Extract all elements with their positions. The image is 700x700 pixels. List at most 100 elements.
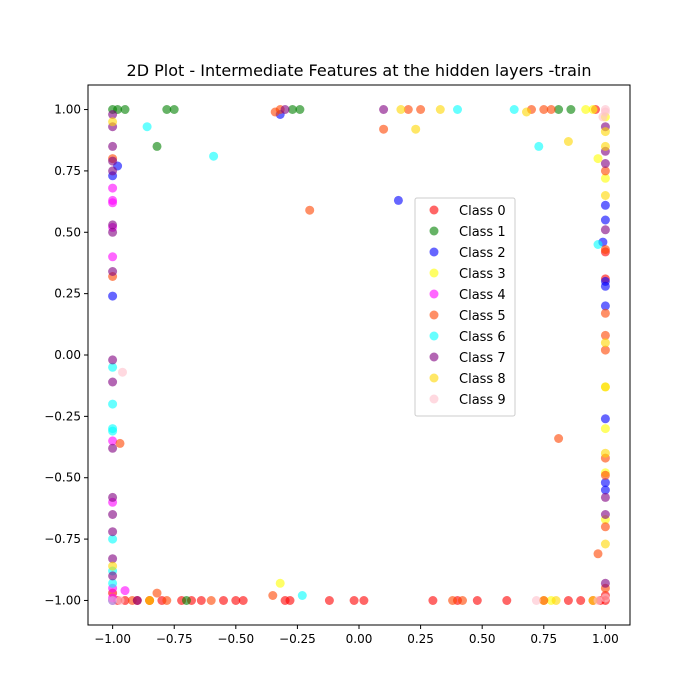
data-point-class-6 — [108, 426, 118, 436]
x-tick-label: 0.75 — [530, 632, 557, 646]
data-point-class-2 — [600, 215, 610, 225]
legend-label: Class 3 — [459, 267, 506, 282]
legend-label: Class 6 — [459, 330, 506, 345]
data-point-class-8 — [411, 124, 421, 134]
data-point-class-3 — [588, 105, 598, 114]
data-point-class-9 — [600, 593, 610, 603]
data-point-class-7 — [108, 267, 118, 276]
legend-marker — [429, 352, 439, 362]
legend-marker — [429, 310, 439, 320]
data-point-class-7 — [108, 377, 118, 387]
legend-label: Class 0 — [459, 204, 506, 219]
data-point-class-5 — [539, 596, 549, 605]
data-point-class-0 — [324, 596, 334, 605]
data-point-class-0 — [219, 596, 228, 605]
data-point-class-1 — [554, 105, 564, 114]
data-point-class-7 — [108, 141, 118, 151]
data-point-class-7 — [600, 578, 610, 588]
y-axis: −1.00 −0.75 −0.50 −0.25 0.00 0.25 0.50 0.75 1.00 — [44, 103, 88, 607]
data-point-class-7 — [108, 166, 118, 176]
data-point-class-0 — [502, 596, 512, 605]
data-point-class-2 — [600, 414, 610, 424]
legend-label: Class 7 — [459, 351, 506, 366]
data-point-class-8 — [145, 596, 155, 605]
data-point-class-5 — [600, 345, 610, 355]
data-point-class-5 — [539, 105, 549, 114]
data-point-class-6 — [108, 399, 118, 409]
y-tick-label: −0.75 — [44, 532, 81, 546]
y-tick-label: −0.50 — [44, 471, 81, 485]
y-tick-label: −0.25 — [44, 409, 81, 423]
data-point-class-5 — [206, 596, 216, 605]
data-point-class-2 — [600, 200, 610, 210]
legend-marker — [429, 226, 439, 236]
data-point-class-7 — [108, 554, 118, 564]
data-point-class-6 — [509, 105, 519, 114]
x-tick-label: 0.50 — [469, 632, 496, 646]
data-point-class-8 — [108, 561, 118, 571]
legend: Class 0 Class 1 Class 2 Class 3 Class 4 Class… — [414, 197, 516, 417]
data-point-class-0 — [563, 596, 573, 605]
legend-label: Class 2 — [459, 246, 506, 261]
legend-marker — [429, 205, 439, 215]
data-point-class-8 — [600, 141, 610, 151]
legend-marker — [429, 247, 439, 257]
y-tick-label: −1.00 — [44, 593, 81, 607]
data-point-class-2 — [600, 478, 610, 488]
data-point-class-5 — [403, 105, 413, 114]
data-point-class-6 — [108, 362, 118, 372]
data-point-class-0 — [196, 596, 206, 605]
data-point-class-5 — [379, 124, 389, 134]
data-point-class-8 — [600, 191, 610, 200]
data-point-class-9 — [593, 596, 603, 605]
data-point-class-0 — [576, 596, 586, 605]
data-point-class-8 — [435, 105, 445, 114]
data-point-class-4 — [108, 183, 118, 193]
legend-marker — [429, 394, 439, 404]
data-point-class-1 — [182, 596, 191, 605]
data-point-class-7 — [280, 105, 290, 114]
data-point-class-1 — [162, 105, 172, 114]
legend-label: Class 8 — [459, 372, 506, 387]
data-point-class-6 — [142, 122, 152, 132]
data-point-class-5 — [416, 105, 426, 114]
data-point-class-1 — [152, 141, 162, 151]
data-point-class-7 — [108, 156, 118, 166]
data-point-class-5 — [554, 434, 564, 443]
data-point-class-3 — [593, 154, 603, 164]
legend-marker — [429, 289, 439, 299]
data-point-class-7 — [600, 225, 610, 235]
data-point-class-0 — [359, 596, 369, 605]
data-point-class-3 — [600, 424, 610, 434]
data-point-class-1 — [288, 105, 297, 114]
data-point-class-0 — [472, 596, 482, 605]
x-tick-label: 1.00 — [592, 632, 619, 646]
data-point-class-1 — [169, 105, 179, 114]
data-point-class-4 — [108, 198, 118, 208]
data-point-class-6 — [108, 578, 118, 588]
x-tick-label: 0.00 — [346, 632, 373, 646]
data-point-class-3 — [600, 173, 610, 183]
data-point-class-2 — [600, 281, 610, 291]
legend-marker — [429, 331, 439, 341]
data-point-class-7 — [132, 596, 142, 605]
data-point-class-7 — [108, 571, 118, 581]
y-tick-label: 0.50 — [54, 225, 81, 239]
legend-label: Class 4 — [459, 288, 506, 303]
data-point-class-5 — [600, 470, 610, 480]
data-point-class-7 — [108, 220, 118, 230]
data-point-class-5 — [162, 596, 172, 605]
data-point-class-4 — [108, 436, 118, 446]
data-point-class-7 — [600, 510, 610, 519]
data-point-class-5 — [458, 596, 467, 605]
x-tick-label: −0.50 — [217, 632, 254, 646]
data-point-class-8 — [600, 382, 610, 392]
data-point-class-8 — [600, 127, 610, 137]
data-point-class-5 — [600, 330, 610, 340]
legend-label: Class 1 — [459, 225, 506, 240]
x-axis: −1.00 −0.75 −0.50 −0.25 0.00 0.25 0.50 0.75 1.00 — [94, 625, 619, 646]
data-point-class-6 — [534, 141, 544, 151]
data-point-class-7 — [108, 492, 118, 502]
data-point-class-1 — [295, 105, 305, 114]
data-point-class-7 — [600, 492, 610, 502]
